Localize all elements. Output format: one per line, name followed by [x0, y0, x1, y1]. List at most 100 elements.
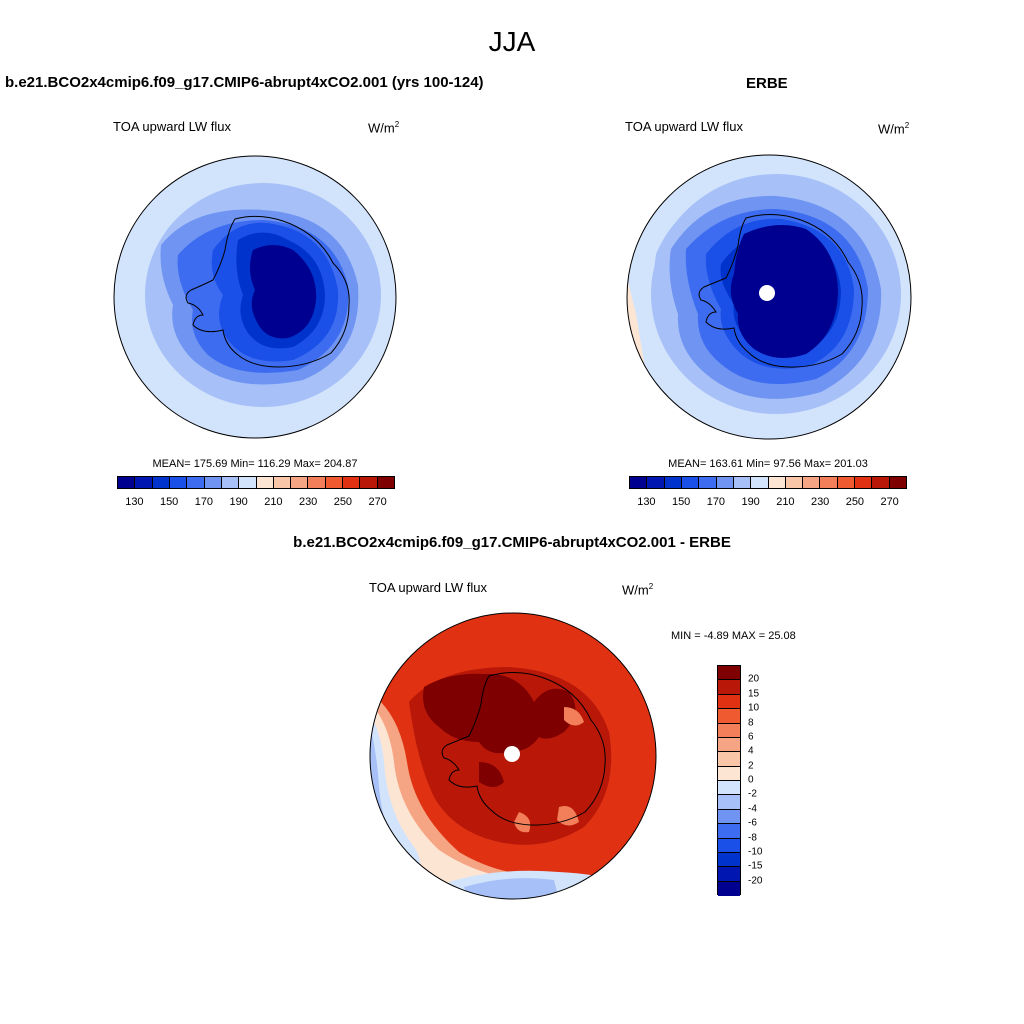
colorbar-tick-label: -8	[748, 832, 757, 843]
colorbar-tick-label: 250	[333, 496, 353, 508]
colorbar-cell	[718, 838, 740, 853]
colorbar-cell	[718, 666, 740, 681]
colorbar-cell	[718, 737, 740, 753]
colorbar-tick-label: 15	[748, 688, 760, 700]
colorbar-cell	[343, 477, 361, 488]
obs-colorbar	[629, 476, 907, 489]
colorbar-cell	[118, 477, 136, 488]
model-polar-map	[113, 155, 397, 439]
colorbar-cell	[291, 477, 309, 488]
colorbar-cell	[377, 477, 394, 488]
model-units-label: W/m2	[368, 120, 400, 136]
colorbar-cell	[169, 477, 188, 488]
obs-polar-map	[626, 154, 912, 440]
colorbar-cell	[699, 477, 717, 488]
colorbar-cell	[872, 477, 890, 488]
colorbar-tick-label: -10	[748, 846, 763, 858]
colorbar-cell	[733, 477, 752, 488]
colorbar-tick-label: 6	[748, 731, 754, 743]
colorbar-cell	[889, 477, 906, 488]
colorbar-tick-label: 130	[637, 496, 656, 508]
colorbar-cell	[221, 477, 240, 488]
colorbar-cell	[630, 477, 648, 488]
colorbar-cell	[855, 477, 873, 488]
colorbar-cell	[716, 477, 734, 488]
colorbar-cell	[751, 477, 769, 488]
colorbar-tick-label: -4	[748, 803, 757, 815]
colorbar-tick-label: -6	[748, 817, 757, 829]
colorbar-cell	[204, 477, 222, 488]
colorbar-cell	[325, 477, 344, 488]
colorbar-tick-label: 4	[748, 745, 754, 757]
colorbar-cell	[308, 477, 326, 488]
colorbar-cell	[135, 477, 153, 488]
colorbar-tick-label: 20	[748, 673, 760, 685]
colorbar-cell	[718, 680, 740, 695]
diff-colorbar	[717, 665, 741, 896]
colorbar-cell	[718, 852, 740, 868]
colorbar-tick-label: 150	[671, 496, 691, 508]
season-title: JJA	[488, 26, 536, 57]
colorbar-cell	[785, 477, 804, 488]
model-variable-label: TOA upward LW flux	[113, 119, 232, 134]
colorbar-cell	[360, 477, 378, 488]
colorbar-cell	[803, 477, 821, 488]
colorbar-tick-label: 170	[194, 496, 214, 508]
colorbar-tick-label: 2	[748, 760, 754, 772]
colorbar-cell	[718, 694, 740, 710]
colorbar-tick-label: 150	[159, 496, 179, 508]
colorbar-tick-label: 250	[845, 496, 865, 508]
colorbar-cell	[647, 477, 665, 488]
diff-stats: MIN = -4.89 MAX = 25.08	[671, 630, 796, 642]
colorbar-tick-label: 190	[741, 496, 760, 508]
colorbar-tick-label: 190	[229, 496, 248, 508]
diff-units-label: W/m2	[622, 582, 654, 598]
colorbar-tick-label: 230	[810, 496, 830, 508]
colorbar-cell	[768, 477, 786, 488]
colorbar-cell	[820, 477, 838, 488]
colorbar-tick-label: -20	[748, 875, 763, 887]
colorbar-tick-label: -2	[748, 788, 757, 800]
obs-colorbar-ticks: 130 150 170 190 210 230 250 270	[629, 496, 907, 510]
colorbar-tick-label: 8	[748, 717, 754, 728]
colorbar-cell	[239, 477, 257, 488]
colorbar-cell	[718, 824, 740, 839]
model-panel-title: b.e21.BCO2x4cmip6.f09_g17.CMIP6-abrupt4x…	[5, 74, 484, 91]
colorbar-tick-label: 210	[264, 496, 283, 508]
colorbar-cell	[718, 795, 740, 810]
colorbar-cell	[718, 867, 740, 882]
colorbar-tick-label: 270	[880, 496, 899, 508]
obs-stats: MEAN= 163.61 Min= 97.56 Max= 201.03	[668, 458, 868, 470]
colorbar-cell	[273, 477, 292, 488]
colorbar-tick-label: 270	[368, 496, 387, 508]
colorbar-cell	[718, 709, 740, 724]
diff-panel-title: b.e21.BCO2x4cmip6.f09_g17.CMIP6-abrupt4x…	[293, 534, 731, 551]
colorbar-cell	[256, 477, 274, 488]
colorbar-cell	[718, 723, 740, 738]
colorbar-cell	[718, 752, 740, 767]
colorbar-cell	[718, 809, 740, 825]
colorbar-tick-label: 230	[298, 496, 318, 508]
obs-variable-label: TOA upward LW flux	[625, 119, 744, 134]
colorbar-cell	[681, 477, 700, 488]
diff-variable-label: TOA upward LW flux	[369, 580, 488, 595]
colorbar-tick-label: 130	[125, 496, 144, 508]
colorbar-tick-label: 170	[706, 496, 726, 508]
colorbar-tick-label: 0	[748, 774, 754, 786]
colorbar-tick-label: 210	[776, 496, 795, 508]
obs-panel-title: ERBE	[746, 75, 788, 92]
colorbar-cell	[718, 881, 740, 896]
diff-polar-map	[369, 612, 657, 900]
colorbar-cell	[152, 477, 170, 488]
model-colorbar-ticks: 130 150 170 190 210 230 250 270	[117, 496, 395, 510]
model-stats: MEAN= 175.69 Min= 116.29 Max= 204.87	[152, 458, 358, 470]
model-colorbar	[117, 476, 395, 489]
colorbar-cell	[187, 477, 205, 488]
colorbar-cell	[718, 766, 740, 781]
colorbar-tick-label: -15	[748, 860, 763, 872]
diff-colorbar-ticks: 20 15 10 8 6 4 2 0 -2 -4 -6 -8 -10 -15 -20	[748, 665, 778, 895]
colorbar-tick-label: 10	[748, 702, 760, 714]
colorbar-cell	[718, 781, 740, 796]
colorbar-cell	[837, 477, 856, 488]
obs-units-label: W/m2	[878, 121, 910, 137]
